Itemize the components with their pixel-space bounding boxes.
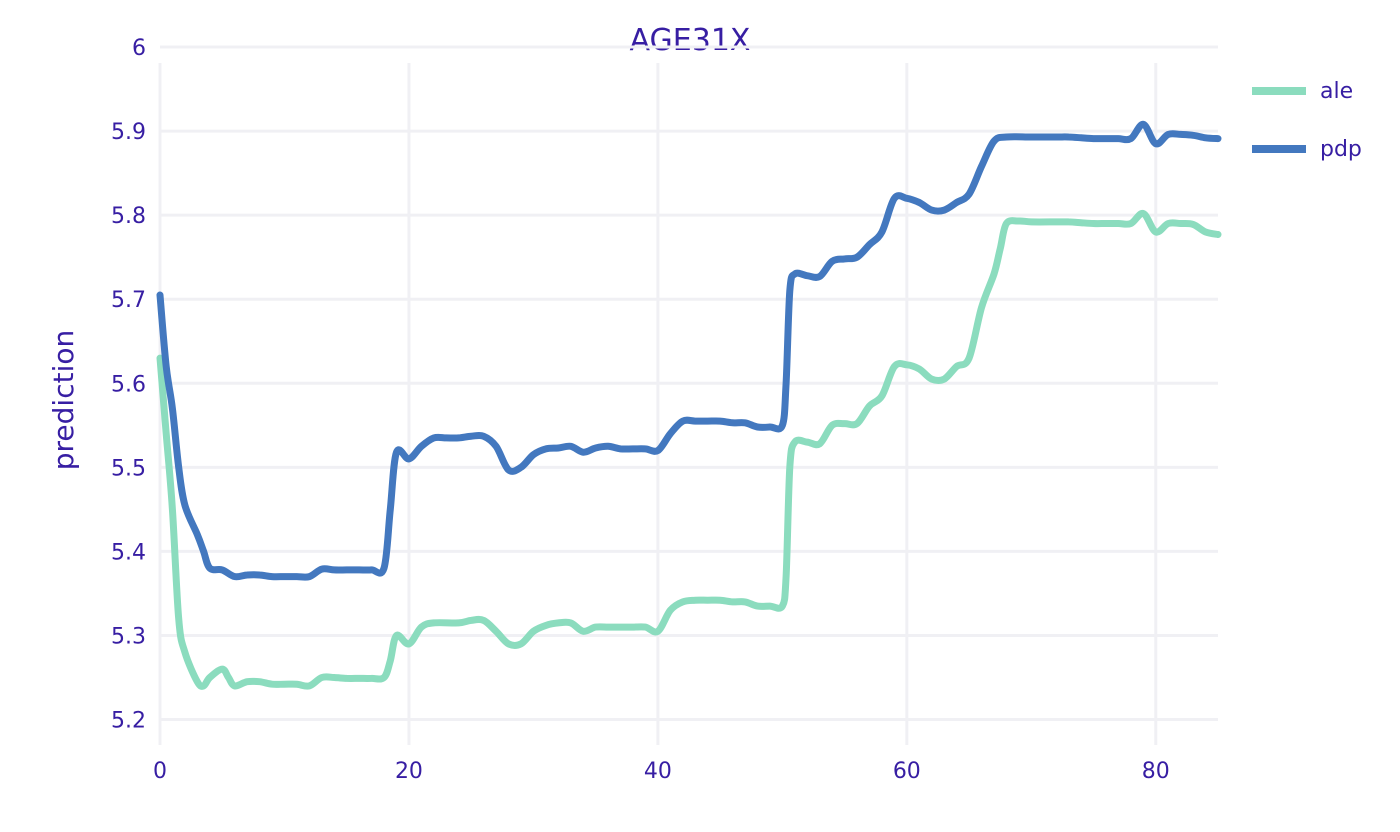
y-tick-label: 6 [132, 36, 146, 61]
y-tick-label: 5.3 [111, 624, 146, 649]
series-line-pdp [156, 120, 1222, 581]
y-tick-label: 5.5 [111, 456, 146, 481]
series-lines [156, 120, 1222, 690]
x-tick-label: 60 [893, 759, 921, 784]
x-tick-label: 20 [395, 759, 423, 784]
gridlines [158, 45, 1218, 745]
y-tick-label: 5.4 [111, 540, 146, 565]
y-tick-label: 5.7 [111, 288, 146, 313]
x-tick-label: 40 [644, 759, 672, 784]
legend-label-ale: ale [1320, 79, 1353, 104]
series-line-ale [156, 209, 1222, 690]
chart-title: AGE31X [630, 23, 751, 58]
y-tick-label: 5.8 [111, 204, 146, 229]
y-tick-label: 5.6 [111, 372, 146, 397]
legend-label-pdp: pdp [1320, 137, 1362, 162]
x-tick-label: 0 [153, 759, 167, 784]
y-tick-label: 5.2 [111, 709, 146, 734]
axis-ticks: 5.25.35.45.55.65.75.85.960 20 40 60 80 [111, 36, 1170, 784]
y-axis-title: prediction [47, 330, 80, 470]
y-tick-label: 5.9 [111, 120, 146, 145]
x-tick-label: 80 [1142, 759, 1170, 784]
legend: ale pdp [1252, 79, 1362, 162]
